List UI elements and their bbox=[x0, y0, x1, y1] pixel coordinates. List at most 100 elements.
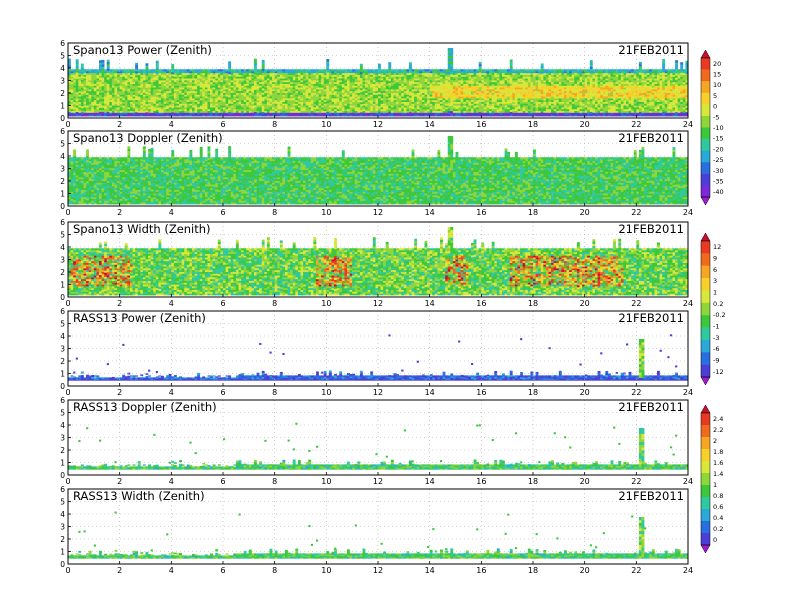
data-cell bbox=[194, 80, 198, 83]
data-cell bbox=[419, 94, 423, 97]
data-cell bbox=[476, 71, 480, 74]
data-cell bbox=[223, 76, 226, 79]
data-cell bbox=[393, 114, 397, 117]
data-cell bbox=[383, 89, 387, 92]
data-cell bbox=[230, 98, 234, 101]
data-cell bbox=[414, 90, 418, 93]
data-cell bbox=[556, 101, 560, 104]
data-cell bbox=[161, 69, 164, 72]
data-cell bbox=[478, 111, 482, 115]
data-cell bbox=[292, 114, 296, 117]
data-cell bbox=[486, 81, 490, 84]
data-cell bbox=[106, 83, 110, 87]
data-cell bbox=[109, 112, 113, 115]
data-cell bbox=[215, 78, 219, 81]
data-cell bbox=[197, 108, 201, 112]
data-cell bbox=[295, 78, 299, 81]
data-cell bbox=[452, 96, 456, 99]
data-cell bbox=[478, 97, 482, 100]
data-cell bbox=[530, 83, 534, 86]
data-cell bbox=[254, 98, 257, 101]
data-cell bbox=[158, 90, 162, 93]
data-cell bbox=[150, 94, 154, 97]
data-cell bbox=[86, 105, 89, 108]
data-cell bbox=[68, 65, 71, 68]
data-cell bbox=[78, 96, 82, 99]
data-cell bbox=[228, 109, 232, 113]
data-cell bbox=[398, 110, 402, 113]
data-cell bbox=[429, 69, 433, 72]
data-cell bbox=[251, 90, 255, 93]
data-cell bbox=[238, 87, 242, 90]
data-cell bbox=[429, 96, 433, 99]
data-cell bbox=[409, 85, 412, 88]
data-cell bbox=[522, 90, 526, 93]
data-cell bbox=[114, 80, 118, 83]
data-cell bbox=[189, 110, 193, 113]
data-cell bbox=[93, 94, 97, 97]
data-cell bbox=[238, 92, 242, 95]
data-cell bbox=[274, 112, 278, 115]
data-cell bbox=[352, 103, 356, 106]
data-cell bbox=[135, 62, 139, 66]
data-cell bbox=[543, 78, 547, 81]
data-cell bbox=[450, 108, 454, 112]
data-cell bbox=[507, 81, 511, 84]
data-cell bbox=[243, 99, 247, 102]
data-cell bbox=[176, 112, 180, 115]
data-cell bbox=[424, 96, 428, 99]
data-cell bbox=[91, 105, 95, 108]
data-cell bbox=[481, 85, 485, 88]
data-cell bbox=[238, 99, 242, 102]
data-cell bbox=[398, 80, 402, 83]
data-cell bbox=[504, 80, 508, 83]
data-cell bbox=[300, 114, 304, 117]
data-cell bbox=[468, 99, 472, 102]
data-cell bbox=[354, 90, 358, 93]
data-cell bbox=[241, 96, 244, 99]
data-cell bbox=[352, 83, 356, 86]
data-cell bbox=[173, 72, 177, 75]
data-cell bbox=[548, 99, 552, 102]
data-cell bbox=[416, 98, 420, 101]
data-cell bbox=[142, 114, 146, 117]
data-cell bbox=[509, 81, 513, 84]
data-cell bbox=[179, 92, 182, 95]
data-cell bbox=[259, 90, 263, 93]
data-cell bbox=[101, 85, 105, 89]
data-cell bbox=[473, 110, 477, 113]
data-cell bbox=[300, 81, 304, 84]
data-cell bbox=[450, 84, 454, 88]
data-cell bbox=[220, 90, 224, 93]
data-cell bbox=[243, 81, 247, 84]
data-cell bbox=[287, 98, 291, 101]
data-cell bbox=[328, 96, 332, 99]
data-cell bbox=[241, 69, 244, 72]
data-cell bbox=[225, 108, 229, 112]
data-cell bbox=[349, 85, 353, 88]
data-cell bbox=[465, 99, 469, 102]
data-cell bbox=[331, 110, 335, 113]
data-cell bbox=[235, 103, 239, 106]
data-cell bbox=[499, 81, 503, 84]
data-cell bbox=[321, 101, 325, 104]
data-cell bbox=[486, 78, 490, 81]
data-cell bbox=[274, 94, 278, 97]
data-cell bbox=[328, 105, 332, 108]
data-cell bbox=[251, 69, 255, 72]
data-cell bbox=[421, 101, 425, 104]
data-cell bbox=[192, 108, 195, 112]
data-cell bbox=[310, 96, 314, 99]
data-cell bbox=[150, 107, 154, 110]
data-cell bbox=[179, 81, 182, 84]
data-cell bbox=[145, 103, 149, 107]
data-cell bbox=[447, 89, 451, 93]
data-cell bbox=[362, 92, 366, 95]
data-cell bbox=[290, 99, 294, 102]
data-cell bbox=[223, 78, 226, 81]
data-cell bbox=[406, 92, 410, 95]
data-cell bbox=[142, 72, 146, 75]
data-cell bbox=[114, 105, 118, 108]
data-cell bbox=[75, 109, 79, 113]
data-cell bbox=[202, 69, 206, 72]
